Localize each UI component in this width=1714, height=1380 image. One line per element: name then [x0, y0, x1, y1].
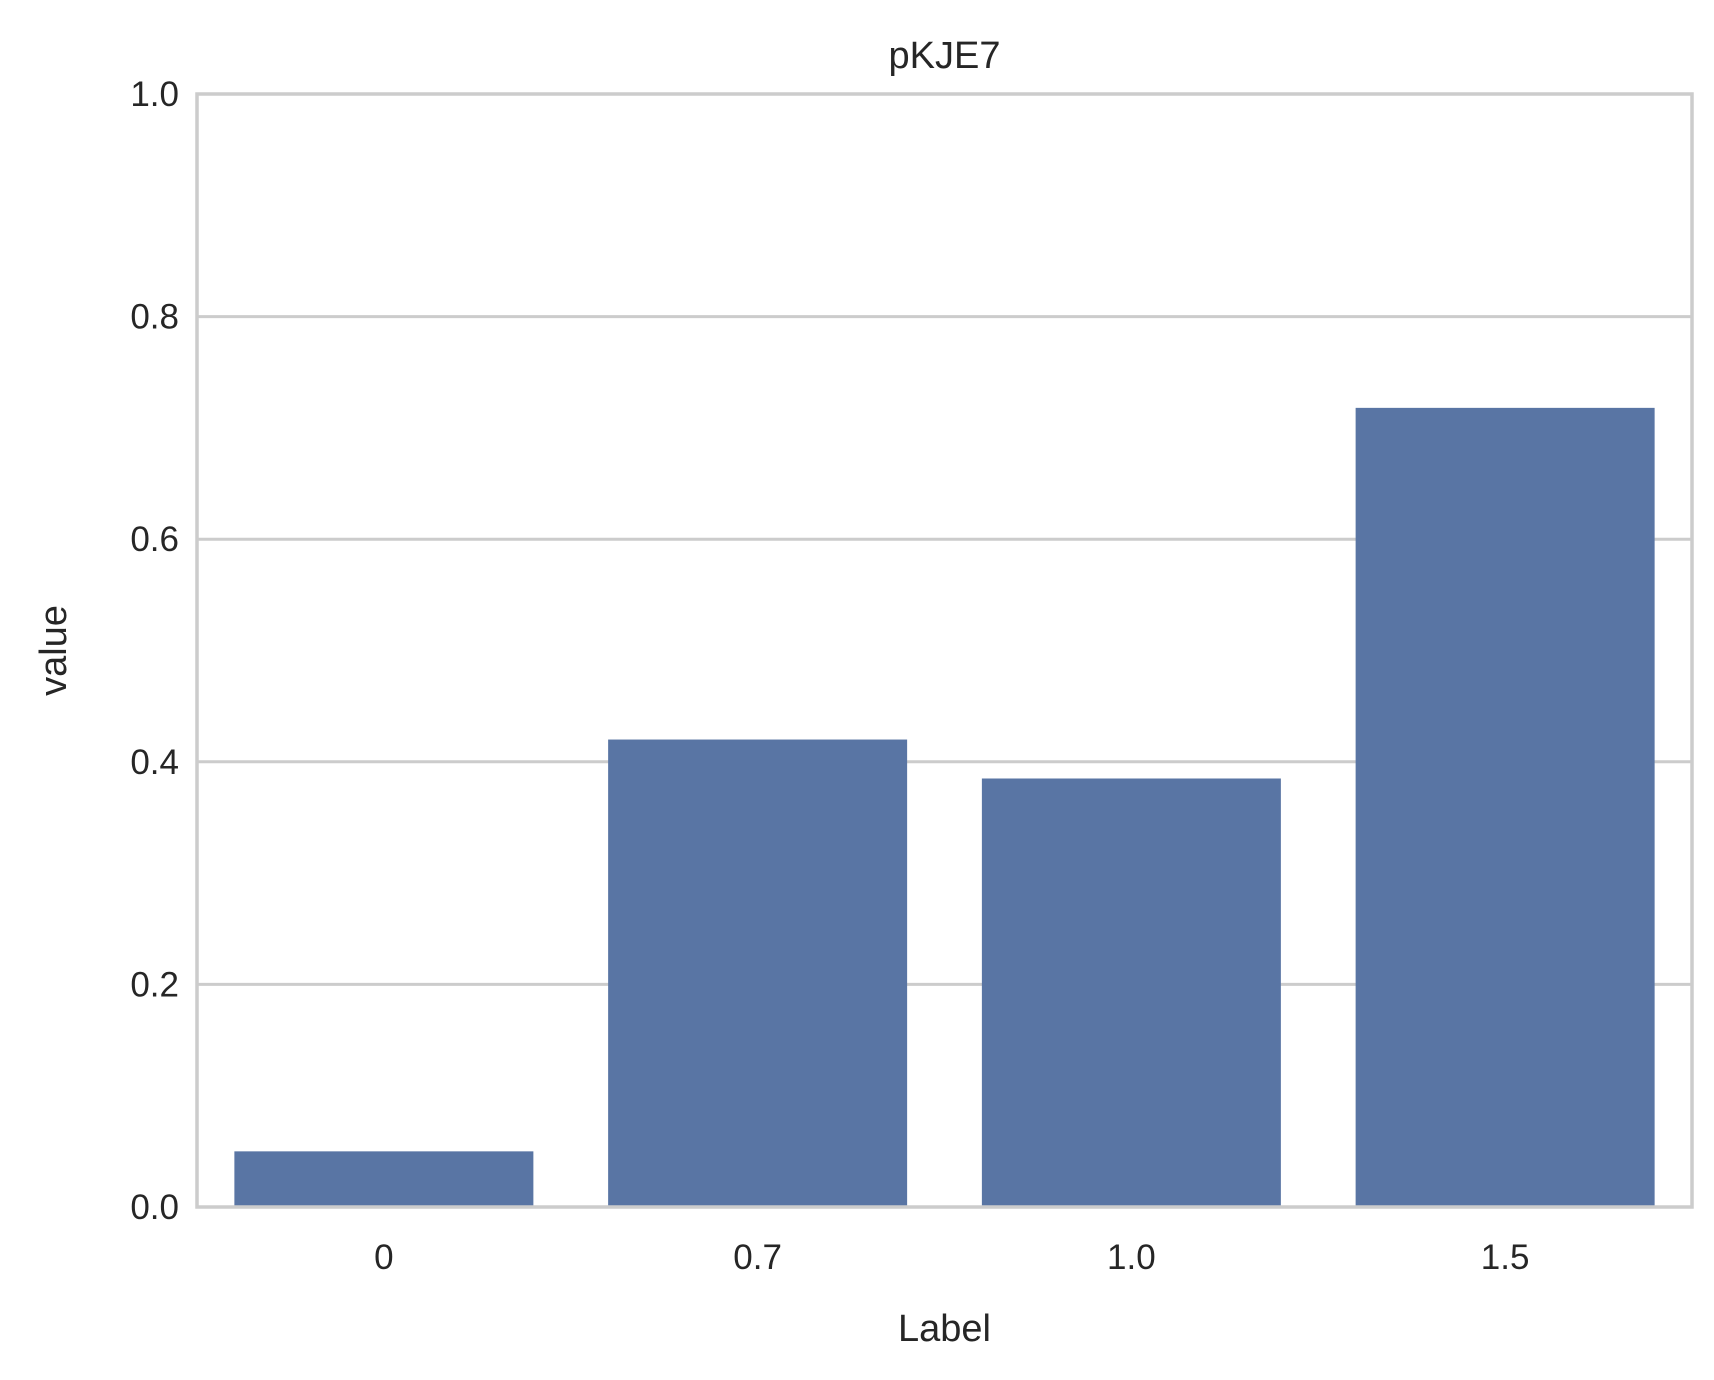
bar-0 — [234, 1151, 534, 1207]
y-tick-label: 0.8 — [130, 298, 179, 337]
y-tick-labels: 0.0 0.2 0.4 0.6 0.8 1.0 — [130, 75, 179, 1227]
x-tick-label: 1.0 — [1107, 1238, 1156, 1277]
x-axis-label: Label — [898, 1308, 991, 1350]
x-tick-labels: 0 0.7 1.0 1.5 — [374, 1238, 1529, 1277]
y-axis-label: value — [33, 605, 75, 696]
bars-layer — [234, 407, 1655, 1208]
plot-frame — [195, 92, 1694, 1209]
y-tick-label: 0.4 — [130, 743, 179, 782]
bar-1.0 — [981, 778, 1281, 1207]
y-tick-label: 0.2 — [130, 965, 179, 1004]
y-tick-label: 1.0 — [130, 75, 179, 114]
bar-0.7 — [608, 739, 908, 1207]
bar-1.5 — [1355, 407, 1655, 1208]
x-tick-label: 1.5 — [1481, 1238, 1530, 1277]
x-tick-label: 0.7 — [733, 1238, 782, 1277]
chart-title: pKJE7 — [889, 35, 1001, 77]
y-tick-label: 0.0 — [130, 1188, 179, 1227]
x-tick-label: 0 — [374, 1238, 393, 1277]
y-tick-label: 0.6 — [130, 520, 179, 559]
